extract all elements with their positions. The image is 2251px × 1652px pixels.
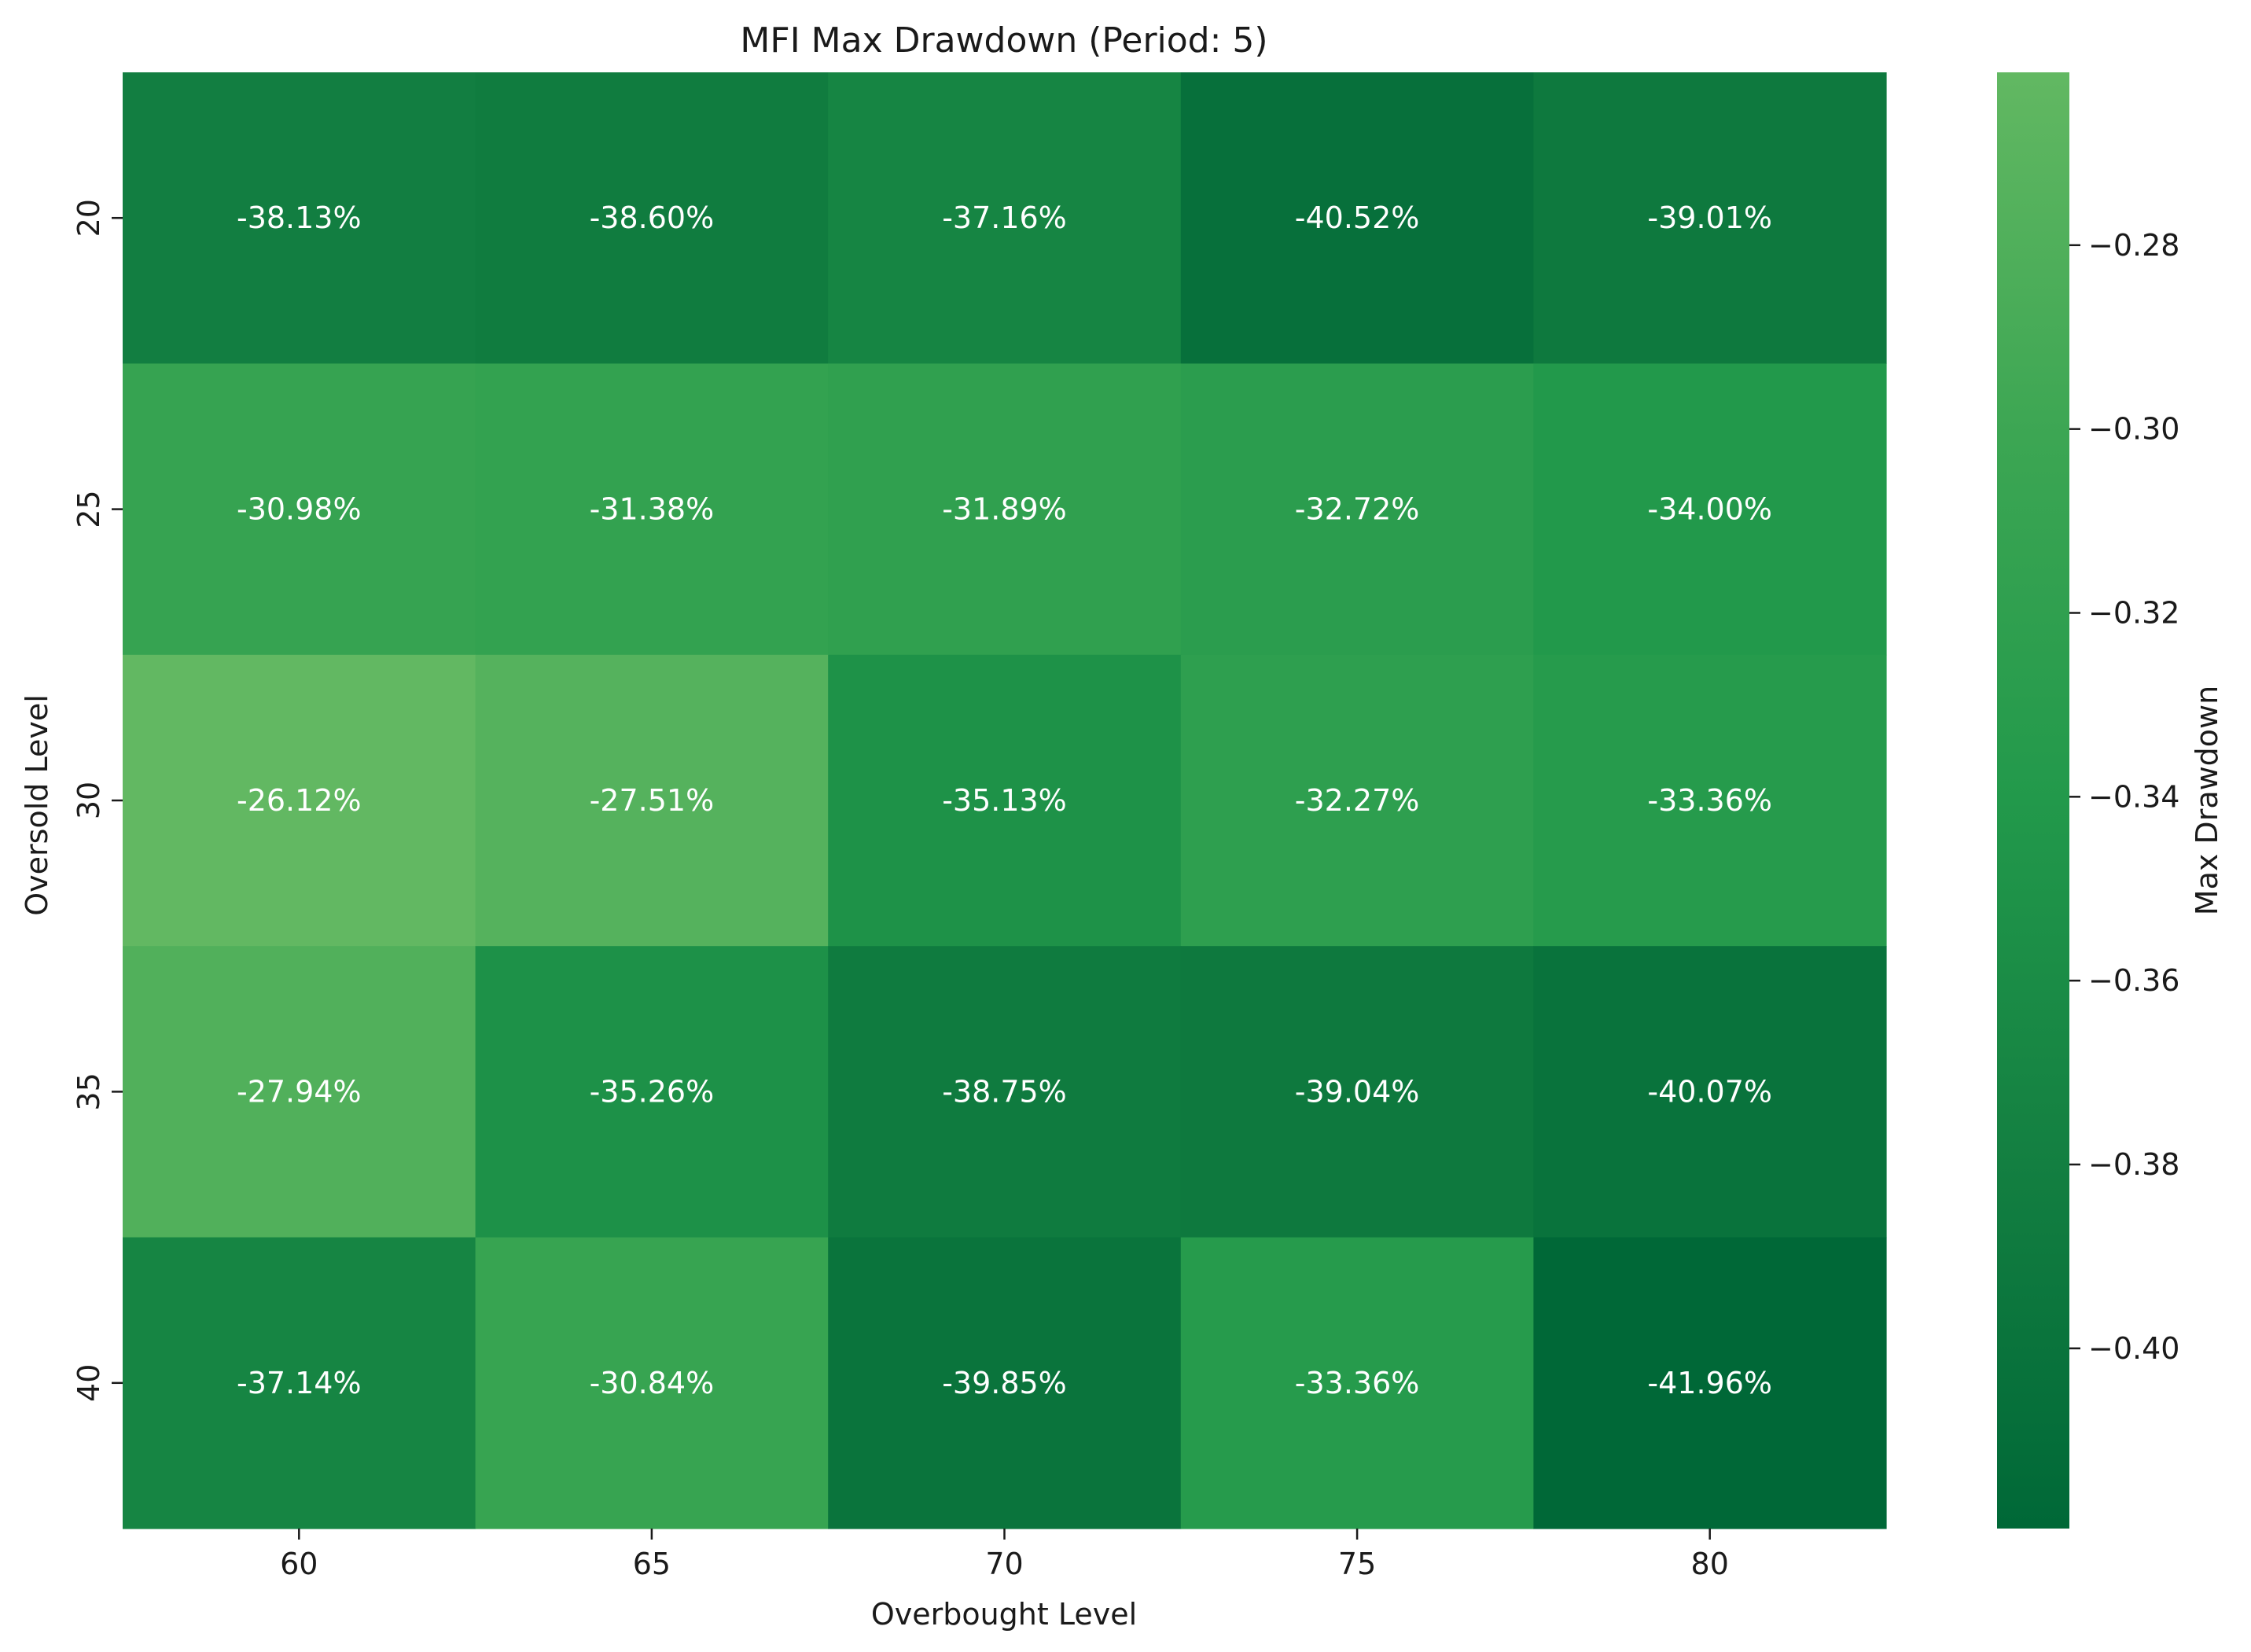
heatmap-cell <box>1180 363 1534 656</box>
heatmap-cell <box>475 946 829 1238</box>
cell-value-label: -31.38% <box>590 492 715 527</box>
heatmap-cell-labels: -38.13% -38.60% -37.16% -40.52% -39.01% -30.9… <box>237 201 1772 1400</box>
y-tick-label: 35 <box>72 1073 106 1110</box>
colorbar <box>1997 72 2069 1529</box>
cell-value-label: -39.04% <box>1295 1074 1420 1109</box>
y-tick-label: 25 <box>72 490 106 528</box>
cell-value-label: -33.36% <box>1295 1366 1420 1400</box>
heatmap-cell <box>1180 946 1534 1238</box>
x-axis-label: Overbought Level <box>871 1597 1137 1632</box>
colorbar-tick-label: −0.38 <box>2088 1147 2179 1182</box>
cell-value-label: -40.07% <box>1647 1074 1772 1109</box>
y-tick-label: 20 <box>72 199 106 237</box>
x-tick-label: 65 <box>633 1547 671 1581</box>
x-tick-label: 75 <box>1338 1547 1376 1581</box>
heatmap-cell <box>1533 654 1887 947</box>
colorbar-label: Max Drawdown <box>2190 686 2224 915</box>
heatmap-cell <box>475 363 829 656</box>
cell-value-label: -30.84% <box>590 1366 715 1400</box>
cell-value-label: -37.14% <box>237 1366 362 1400</box>
cell-value-label: -27.51% <box>590 783 715 818</box>
cell-value-label: -30.98% <box>237 492 362 527</box>
cell-value-label: -39.85% <box>942 1366 1067 1400</box>
heatmap-cell <box>828 363 1182 656</box>
heatmap-cell <box>828 654 1182 947</box>
colorbar-tick-label: −0.30 <box>2088 412 2179 447</box>
y-tick-label: 40 <box>72 1364 106 1402</box>
y-axis-ticks: 20 25 30 35 40 <box>72 199 123 1402</box>
heatmap-cell <box>123 654 476 947</box>
heatmap-cell <box>1533 363 1887 656</box>
heatmap-cell <box>828 72 1182 364</box>
colorbar-tick-label: −0.28 <box>2088 228 2179 263</box>
colorbar-tick-label: −0.34 <box>2088 779 2179 814</box>
cell-value-label: -35.13% <box>942 783 1067 818</box>
heatmap-cell <box>828 946 1182 1238</box>
cell-value-label: -34.00% <box>1647 492 1772 527</box>
cell-value-label: -32.72% <box>1295 492 1420 527</box>
cell-value-label: -31.89% <box>942 492 1067 527</box>
colorbar-ticks: −0.28 −0.30 −0.32 −0.34 −0.36 −0.38 −0.40 <box>2069 228 2179 1366</box>
heatmap-cell <box>123 1237 476 1529</box>
cell-value-label: -38.75% <box>942 1074 1067 1109</box>
heatmap-cell <box>123 72 476 364</box>
x-tick-label: 60 <box>280 1547 318 1581</box>
cell-value-label: -40.52% <box>1295 201 1420 235</box>
cell-value-label: -38.13% <box>237 201 362 235</box>
colorbar-tick-label: −0.40 <box>2088 1331 2179 1366</box>
heatmap-cells <box>123 72 1887 1529</box>
x-tick-label: 70 <box>985 1547 1023 1581</box>
heatmap-cell <box>1180 654 1534 947</box>
heatmap-cell <box>1180 72 1534 364</box>
y-tick-label: 30 <box>72 782 106 819</box>
x-axis-ticks: 60 65 70 75 80 <box>280 1529 1729 1581</box>
heatmap-cell <box>1533 1237 1887 1529</box>
heatmap-cell <box>1533 946 1887 1238</box>
heatmap-cell <box>475 72 829 364</box>
colorbar-tick-label: −0.36 <box>2088 963 2179 998</box>
y-axis-label: Oversold Level <box>20 694 54 916</box>
cell-value-label: -41.96% <box>1647 1366 1772 1400</box>
heatmap-cell <box>475 654 829 947</box>
cell-value-label: -39.01% <box>1647 201 1772 235</box>
cell-value-label: -37.16% <box>942 201 1067 235</box>
colorbar-tick-label: −0.32 <box>2088 595 2179 630</box>
chart-title: MFI Max Drawdown (Period: 5) <box>740 20 1267 61</box>
heatmap-cell <box>1533 72 1887 364</box>
heatmap-cell <box>1180 1237 1534 1529</box>
heatmap-cell <box>828 1237 1182 1529</box>
x-tick-label: 80 <box>1691 1547 1729 1581</box>
cell-value-label: -26.12% <box>237 783 362 818</box>
heatmap-cell <box>475 1237 829 1529</box>
cell-value-label: -27.94% <box>237 1074 362 1109</box>
heatmap-cell <box>123 363 476 656</box>
cell-value-label: -35.26% <box>590 1074 715 1109</box>
cell-value-label: -33.36% <box>1647 783 1772 818</box>
cell-value-label: -38.60% <box>590 201 715 235</box>
heatmap-cell <box>123 946 476 1238</box>
cell-value-label: -32.27% <box>1295 783 1420 818</box>
